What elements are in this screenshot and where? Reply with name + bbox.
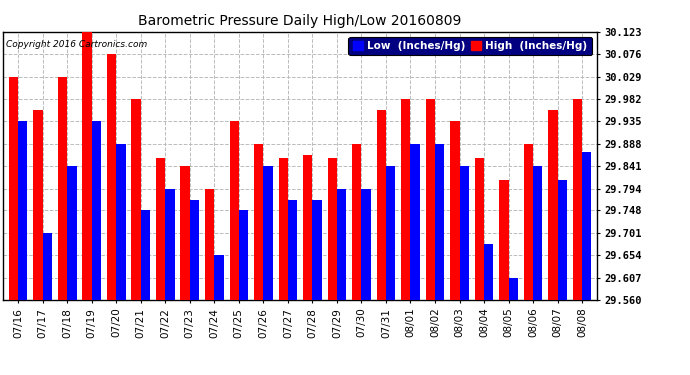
Bar bbox=[411, 144, 420, 300]
Bar bbox=[377, 111, 386, 300]
Bar bbox=[524, 144, 533, 300]
Bar bbox=[279, 158, 288, 300]
Bar bbox=[435, 144, 444, 300]
Bar bbox=[475, 158, 484, 300]
Bar bbox=[450, 122, 460, 300]
Bar bbox=[288, 200, 297, 300]
Bar bbox=[166, 189, 175, 300]
Bar bbox=[582, 152, 591, 300]
Bar bbox=[362, 189, 371, 300]
Bar bbox=[303, 155, 313, 300]
Bar bbox=[67, 166, 77, 300]
Bar bbox=[58, 76, 67, 300]
Bar bbox=[533, 166, 542, 300]
Bar bbox=[509, 278, 518, 300]
Bar bbox=[205, 189, 215, 300]
Bar bbox=[549, 111, 558, 300]
Bar bbox=[190, 200, 199, 300]
Bar bbox=[337, 189, 346, 300]
Bar bbox=[484, 244, 493, 300]
Bar bbox=[141, 210, 150, 300]
Bar bbox=[401, 99, 411, 300]
Bar bbox=[460, 166, 469, 300]
Bar bbox=[558, 180, 567, 300]
Bar bbox=[239, 210, 248, 300]
Bar bbox=[132, 99, 141, 300]
Bar bbox=[18, 122, 28, 300]
Bar bbox=[181, 166, 190, 300]
Bar bbox=[33, 111, 43, 300]
Bar bbox=[264, 166, 273, 300]
Bar bbox=[215, 255, 224, 300]
Bar bbox=[116, 144, 126, 300]
Bar bbox=[107, 54, 116, 300]
Bar bbox=[313, 200, 322, 300]
Bar bbox=[43, 233, 52, 300]
Bar bbox=[156, 158, 166, 300]
Title: Barometric Pressure Daily High/Low 20160809: Barometric Pressure Daily High/Low 20160… bbox=[139, 14, 462, 28]
Bar bbox=[426, 99, 435, 300]
Legend: Low  (Inches/Hg), High  (Inches/Hg): Low (Inches/Hg), High (Inches/Hg) bbox=[348, 37, 591, 56]
Bar bbox=[500, 180, 509, 300]
Bar bbox=[386, 166, 395, 300]
Bar bbox=[352, 144, 362, 300]
Bar bbox=[573, 99, 582, 300]
Bar bbox=[230, 122, 239, 300]
Bar bbox=[92, 122, 101, 300]
Bar bbox=[254, 144, 264, 300]
Bar bbox=[82, 32, 92, 300]
Text: Copyright 2016 Cartronics.com: Copyright 2016 Cartronics.com bbox=[6, 40, 148, 49]
Bar bbox=[328, 158, 337, 300]
Bar bbox=[9, 76, 18, 300]
